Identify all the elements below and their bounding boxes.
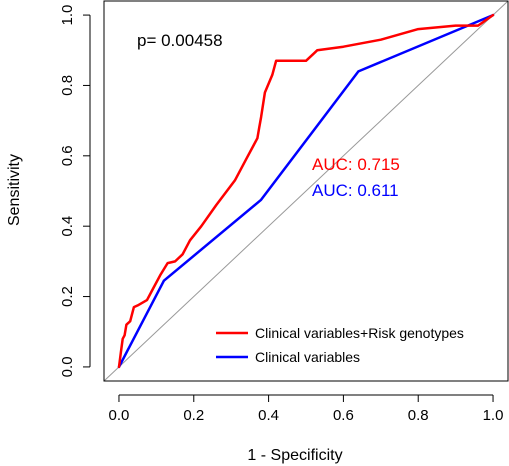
y-tick-label: 0.4 — [59, 216, 76, 237]
y-axis-title: Sensitivity — [6, 154, 23, 226]
x-tick-label: 0.0 — [109, 407, 130, 424]
reference-diagonal — [103, 0, 509, 382]
x-tick-label: 0.4 — [258, 407, 279, 424]
legend-label-blue: Clinical variables — [255, 349, 360, 365]
x-tick-label: 0.2 — [183, 407, 204, 424]
y-tick-label: 0.0 — [59, 356, 76, 377]
roc-curve-clinical-risk-genotypes — [117, 13, 495, 369]
legend-label-red: Clinical variables+Risk genotypes — [255, 325, 464, 341]
x-tick-label: 0.8 — [408, 407, 429, 424]
auc-red-annotation: AUC: 0.715 — [312, 155, 400, 174]
p-value-annotation: p= 0.00458 — [137, 31, 223, 50]
y-axis: 0.0 0.2 0.4 0.6 0.8 1.0 — [59, 5, 91, 377]
roc-curve-clinical-variables — [117, 13, 495, 369]
x-tick-label: 1.0 — [483, 407, 504, 424]
y-tick-label: 1.0 — [59, 5, 76, 26]
plot-frame — [103, 0, 509, 382]
legend: Clinical variables+Risk genotypes Clinic… — [216, 325, 464, 365]
x-axis: 0.0 0.2 0.4 0.6 0.8 1.0 — [109, 394, 504, 424]
auc-blue-annotation: AUC: 0.611 — [312, 181, 399, 200]
y-tick-label: 0.6 — [59, 145, 76, 166]
y-tick-label: 0.2 — [59, 286, 76, 307]
x-tick-label: 0.6 — [333, 407, 354, 424]
y-tick-label: 0.8 — [59, 75, 76, 96]
x-axis-title: 1 - Specificity — [247, 447, 342, 464]
